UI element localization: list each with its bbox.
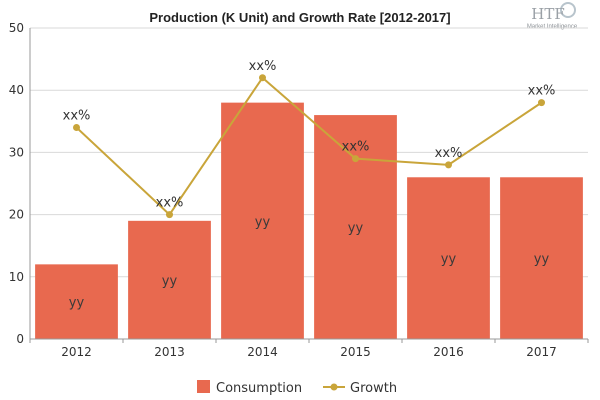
- x-tick-label: 2014: [247, 345, 278, 359]
- bar-data-label: yy: [348, 221, 364, 236]
- bar-consumption-2014: [221, 102, 304, 339]
- growth-data-label: xx%: [528, 84, 556, 99]
- bar-data-label: yy: [162, 274, 178, 289]
- bar-consumption-2016: [407, 177, 490, 339]
- bar-consumption-2013: [128, 220, 211, 339]
- logo-globe-icon: [560, 2, 576, 18]
- legend-growth-label: Growth: [350, 381, 397, 396]
- y-tick-label: 0: [16, 332, 24, 346]
- legend: Consumption Growth: [197, 380, 397, 396]
- chart-title: Production (K Unit) and Growth Rate [201…: [149, 10, 450, 25]
- bar-series: [35, 102, 583, 339]
- growth-data-label: xx%: [342, 140, 370, 155]
- legend-consumption-label: Consumption: [216, 381, 302, 396]
- bar-consumption-2012: [35, 264, 118, 339]
- x-tick-label: 2012: [61, 345, 92, 359]
- line-series: [73, 74, 545, 219]
- x-tick-label: 2013: [154, 345, 185, 359]
- legend-consumption-swatch: [197, 380, 210, 393]
- growth-data-label: xx%: [249, 59, 277, 74]
- x-tick-label: 2016: [433, 345, 464, 359]
- bar-data-label: yy: [69, 296, 85, 311]
- growth-data-label: xx%: [156, 196, 184, 211]
- data-labels: yy yy yy yy yy yy xx% xx% xx% xx% xx% xx%: [63, 59, 556, 311]
- bar-data-label: yy: [255, 215, 271, 230]
- legend-growth-marker: [330, 383, 338, 391]
- growth-point-2016: [445, 161, 452, 169]
- y-tick-label: 30: [9, 145, 24, 159]
- growth-data-label: xx%: [435, 146, 463, 161]
- growth-point-2017: [538, 99, 545, 107]
- growth-point-2015: [352, 155, 359, 163]
- growth-point-2014: [259, 74, 266, 82]
- growth-line: [75, 76, 543, 217]
- y-tick-label: 20: [9, 208, 24, 222]
- bar-data-label: yy: [441, 252, 457, 267]
- y-tick-label: 10: [9, 270, 24, 284]
- bar-consumption-2017: [500, 177, 583, 339]
- growth-data-label: xx%: [63, 109, 91, 124]
- growth-point-2012: [73, 124, 80, 132]
- axes: 0 10 20 30 40 50 2012 2013 2014 2015 2016 2017: [9, 21, 589, 359]
- y-tick-label: 50: [9, 21, 24, 35]
- gridlines: [30, 27, 588, 278]
- bar-consumption-2015: [314, 115, 397, 339]
- logo-text: HTF: [531, 5, 565, 23]
- htf-logo: HTF Market Intelligence: [527, 2, 578, 30]
- x-tick-label: 2015: [340, 345, 371, 359]
- logo-subtitle: Market Intelligence: [527, 24, 578, 30]
- growth-point-2013: [166, 211, 173, 219]
- bar-data-label: yy: [534, 252, 550, 267]
- y-tick-label: 40: [9, 83, 24, 97]
- x-tick-label: 2017: [526, 345, 557, 359]
